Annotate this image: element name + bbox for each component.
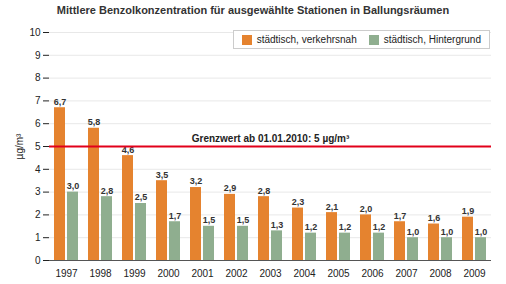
svg-text:9: 9 (35, 50, 41, 61)
svg-text:4,6: 4,6 (121, 144, 135, 155)
html-text:städtisch, Hintergrund: städtisch, Hintergrund (383, 34, 481, 45)
svg-text:2,3: 2,3 (292, 197, 305, 207)
svg-text:2006: 2006 (361, 268, 384, 279)
svg-text:1,2: 1,2 (339, 222, 352, 232)
svg-text:3: 3 (35, 186, 41, 197)
svg-text:5: 5 (35, 141, 41, 152)
svg-text:1999: 1999 (123, 268, 146, 279)
svg-text:2,1: 2,1 (326, 202, 339, 212)
svg-text:1,7: 1,7 (169, 211, 182, 221)
svg-text:6: 6 (35, 118, 41, 129)
svg-text:1,5: 1,5 (237, 215, 250, 225)
svg-text:µg/m³: µg/m³ (14, 133, 25, 159)
svg-text:2002: 2002 (225, 268, 248, 279)
svg-text:1998: 1998 (89, 268, 112, 279)
svg-text:Grenzwert ab 01.01.2010: 5 µg/: Grenzwert ab 01.01.2010: 5 µg/m³ (192, 133, 350, 144)
svg-text:1,0: 1,0 (441, 227, 454, 237)
svg-text:2008: 2008 (429, 268, 452, 279)
svg-text:2005: 2005 (327, 268, 350, 279)
svg-text:1,0: 1,0 (407, 227, 420, 237)
html-text:städtisch, verkehrsnah: städtisch, verkehrsnah (256, 34, 357, 45)
svg-text:2,8: 2,8 (101, 186, 114, 196)
svg-text:2000: 2000 (157, 268, 180, 279)
svg-text:1,7: 1,7 (394, 211, 407, 221)
svg-text:1,5: 1,5 (203, 215, 216, 225)
html-text:Mittlere Benzolkonzentration f: Mittlere Benzolkonzentration für ausgewä… (56, 4, 450, 16)
svg-text:1,3: 1,3 (271, 220, 284, 230)
svg-text:1997: 1997 (55, 268, 78, 279)
svg-text:0: 0 (35, 255, 41, 266)
svg-text:2,5: 2,5 (135, 192, 148, 202)
svg-text:2009: 2009 (463, 268, 486, 279)
svg-text:1,0: 1,0 (475, 227, 488, 237)
svg-text:1,2: 1,2 (373, 222, 386, 232)
svg-text:10: 10 (29, 27, 41, 38)
svg-text:2001: 2001 (191, 268, 214, 279)
svg-text:5,8: 5,8 (88, 117, 101, 127)
svg-text:1,6: 1,6 (428, 213, 441, 223)
svg-text:2007: 2007 (395, 268, 418, 279)
svg-text:2,0: 2,0 (360, 204, 373, 214)
svg-text:1,2: 1,2 (305, 222, 318, 232)
svg-text:2003: 2003 (259, 268, 282, 279)
svg-text:1: 1 (35, 232, 41, 243)
svg-text:6,7: 6,7 (54, 97, 67, 107)
svg-text:3,2: 3,2 (190, 176, 203, 186)
svg-text:2004: 2004 (293, 268, 316, 279)
svg-text:4: 4 (35, 164, 41, 175)
svg-text:7: 7 (35, 95, 41, 106)
svg-text:3,0: 3,0 (67, 181, 80, 191)
svg-text:3,5: 3,5 (156, 170, 169, 180)
svg-text:1,9: 1,9 (462, 206, 475, 216)
svg-text:8: 8 (35, 72, 41, 83)
svg-text:2,9: 2,9 (224, 183, 237, 193)
svg-text:2: 2 (35, 209, 41, 220)
svg-text:2,8: 2,8 (258, 186, 271, 196)
